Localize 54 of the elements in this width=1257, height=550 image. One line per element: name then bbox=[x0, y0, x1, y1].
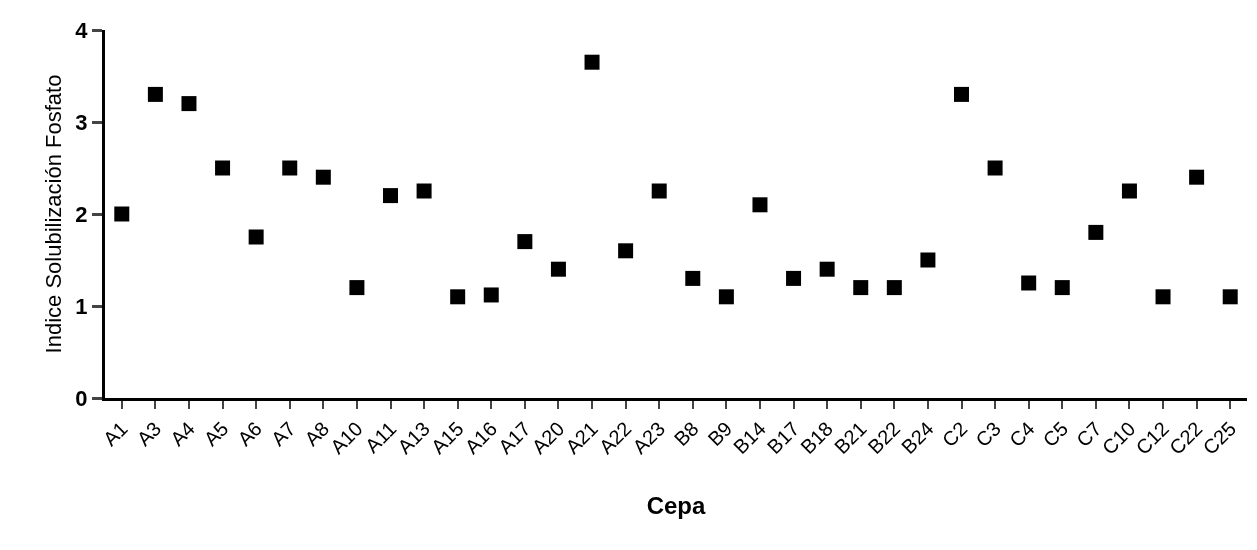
point bbox=[147, 86, 163, 102]
point bbox=[819, 261, 835, 277]
x-axis-title: Cepa bbox=[646, 492, 706, 520]
point bbox=[349, 280, 365, 296]
point bbox=[315, 169, 331, 185]
point bbox=[282, 160, 298, 176]
point bbox=[383, 188, 398, 204]
point bbox=[920, 252, 936, 268]
x-tick-label: C5 bbox=[1038, 417, 1073, 451]
point bbox=[853, 280, 869, 296]
x-tick-label: A8 bbox=[300, 417, 334, 451]
point bbox=[483, 287, 499, 303]
point bbox=[1189, 169, 1205, 185]
y-axis-title: Indice Solubilización Fosfato bbox=[41, 74, 67, 354]
point bbox=[651, 183, 667, 199]
x-tick-label: A5 bbox=[199, 417, 233, 451]
y-tick-label: 0 bbox=[75, 385, 88, 411]
point bbox=[416, 183, 432, 199]
point bbox=[1054, 280, 1070, 296]
point bbox=[1121, 183, 1137, 199]
point bbox=[786, 270, 802, 286]
point bbox=[114, 206, 130, 222]
point bbox=[550, 261, 566, 277]
x-tick-label: C3 bbox=[971, 417, 1005, 451]
point bbox=[752, 197, 768, 213]
x-tick-label: A7 bbox=[266, 417, 300, 451]
point bbox=[886, 280, 902, 296]
x-tick-label: A4 bbox=[166, 417, 199, 451]
y-tick-label: 1 bbox=[75, 293, 88, 319]
point bbox=[584, 54, 600, 70]
point bbox=[1021, 275, 1037, 291]
point bbox=[517, 234, 533, 250]
x-tick-label: B8 bbox=[669, 417, 703, 451]
point bbox=[1088, 224, 1104, 240]
x-tick-label: C4 bbox=[1004, 417, 1039, 451]
point bbox=[1222, 289, 1238, 305]
x-tick-label: A6 bbox=[233, 417, 267, 451]
y-tick-label: 3 bbox=[75, 109, 88, 135]
y-tick-label: 2 bbox=[75, 201, 88, 227]
x-tick-label: C2 bbox=[937, 417, 972, 451]
x-tick-label: A1 bbox=[98, 417, 132, 451]
point bbox=[248, 229, 264, 245]
point bbox=[450, 289, 466, 305]
point bbox=[618, 243, 634, 259]
point bbox=[718, 289, 734, 305]
point bbox=[215, 160, 231, 176]
point bbox=[954, 86, 969, 102]
y-tick-label: 4 bbox=[75, 17, 89, 43]
point bbox=[1155, 289, 1171, 305]
point bbox=[181, 96, 197, 112]
x-tick-label: A20 bbox=[527, 417, 569, 459]
point bbox=[685, 270, 701, 286]
point bbox=[987, 160, 1003, 176]
x-tick-label: A3 bbox=[132, 417, 166, 451]
